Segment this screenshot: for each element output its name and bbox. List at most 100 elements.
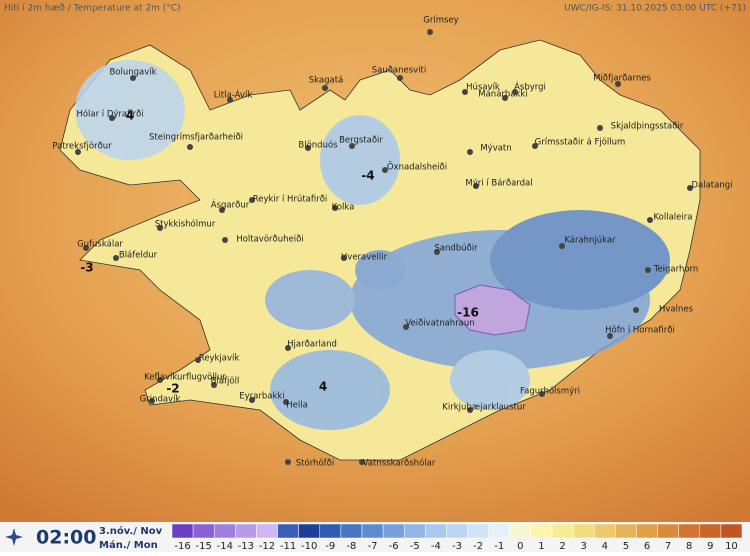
place-label: Hella bbox=[286, 401, 308, 411]
legend-swatch bbox=[446, 523, 468, 539]
legend-swatch bbox=[235, 523, 257, 539]
place-dot bbox=[615, 81, 621, 87]
legend-label: -2 bbox=[473, 541, 483, 552]
place-dot bbox=[227, 97, 233, 103]
place-label: Kolka bbox=[332, 203, 355, 213]
place-label: Blönduós bbox=[298, 140, 338, 151]
place-label: Holtavörðuheiði bbox=[236, 235, 303, 245]
legend-swatch bbox=[192, 523, 215, 539]
place-label: Húsavík bbox=[466, 83, 500, 93]
place-dot bbox=[149, 398, 155, 404]
place-dot bbox=[322, 85, 328, 91]
place-dot bbox=[157, 225, 163, 231]
place-dot bbox=[434, 249, 440, 255]
place-dot bbox=[532, 143, 538, 149]
legend-label: -3 bbox=[452, 541, 462, 552]
legend-swatch bbox=[530, 523, 553, 539]
place-dot bbox=[109, 115, 115, 121]
legend-swatch bbox=[699, 523, 722, 539]
place-label: Grímsey bbox=[423, 16, 458, 26]
place-label: Keflavíkurflugvöllur bbox=[144, 373, 226, 383]
place-label: Bolungavík bbox=[109, 68, 156, 78]
place-dot bbox=[403, 324, 409, 330]
place-label: Kollaleira bbox=[654, 213, 693, 223]
legend-swatch bbox=[509, 523, 532, 539]
place-dot bbox=[285, 459, 291, 465]
place-label: Stykkishólmur bbox=[155, 219, 216, 230]
place-dot bbox=[249, 397, 255, 403]
legend-swatch bbox=[551, 523, 574, 539]
legend-label: -11 bbox=[280, 541, 296, 552]
place-dot bbox=[539, 391, 545, 397]
legend-swatch bbox=[467, 523, 489, 539]
place-label: Skjaldþingsstaðir bbox=[611, 122, 684, 132]
place-dot bbox=[349, 143, 355, 149]
legend-label: -6 bbox=[389, 541, 399, 552]
place-label: Mýri í Bárðardal bbox=[465, 179, 532, 189]
legend-swatch bbox=[256, 523, 278, 539]
place-label: Mánárbakki bbox=[478, 90, 527, 100]
place-label: Höfn í Hornafirði bbox=[605, 326, 675, 336]
legend-label: -8 bbox=[346, 541, 356, 552]
place-label: Sauðanesviti bbox=[372, 66, 427, 76]
place-dot bbox=[597, 125, 603, 131]
footer-time: 02:00 bbox=[36, 527, 96, 549]
place-label: Hvalnes bbox=[659, 305, 694, 315]
header-run: UWC/IG-IS: 31.10.2025 03:00 UTC (+71) bbox=[564, 4, 746, 14]
legend-swatch bbox=[488, 523, 511, 539]
place-label: Hjarðarland bbox=[287, 340, 337, 350]
place-label: Dalatangi bbox=[691, 181, 732, 191]
place-dot bbox=[467, 149, 473, 155]
place-label: Gufuskálar bbox=[77, 240, 123, 250]
place-dot bbox=[283, 399, 289, 405]
place-dot bbox=[607, 333, 613, 339]
place-dot bbox=[645, 267, 651, 273]
place-dot bbox=[687, 185, 693, 191]
place-label: Litla-Ávík bbox=[214, 89, 253, 101]
legend-label: -1 bbox=[494, 541, 504, 552]
map-temperature-label: -4 bbox=[361, 169, 374, 183]
place-dot bbox=[647, 217, 653, 223]
legend-label: -15 bbox=[195, 541, 211, 552]
place-label: Ásgarður bbox=[211, 199, 250, 211]
place-dot bbox=[305, 145, 311, 151]
place-label: Bláfeldur bbox=[119, 251, 158, 261]
place-dot bbox=[75, 149, 81, 155]
place-dot bbox=[130, 75, 136, 81]
place-dot bbox=[187, 144, 193, 150]
place-label: Reykjavík bbox=[199, 354, 240, 364]
place-label: Öxnadalsheiði bbox=[387, 162, 447, 173]
legend-swatch bbox=[382, 523, 405, 539]
legend-label: 9 bbox=[707, 541, 713, 552]
place-label: Skagatá bbox=[309, 76, 344, 86]
footer-date: 3.nóv./ Nov bbox=[99, 525, 163, 537]
map-temperature-label: -3 bbox=[80, 261, 93, 275]
legend-swatch bbox=[615, 523, 637, 539]
legend-label: 10 bbox=[725, 541, 738, 552]
legend-swatch bbox=[657, 523, 679, 539]
legend-label: 5 bbox=[623, 541, 629, 552]
place-label: Veiðivatnahraun bbox=[405, 319, 474, 329]
place-dot bbox=[222, 237, 228, 243]
place-dot bbox=[219, 207, 225, 213]
place-dot bbox=[285, 345, 291, 351]
place-dot bbox=[341, 255, 347, 261]
place-dot bbox=[559, 243, 565, 249]
place-label: Grindavík bbox=[140, 395, 181, 405]
place-label: Sandbúðir bbox=[434, 244, 478, 254]
place-dot bbox=[211, 382, 217, 388]
place-dot bbox=[633, 307, 639, 313]
legend-label: -4 bbox=[431, 541, 441, 552]
place-dot bbox=[397, 75, 403, 81]
legend-swatch bbox=[403, 523, 426, 539]
place-label: Miðfjarðarnes bbox=[593, 74, 651, 84]
place-dot bbox=[359, 459, 365, 465]
place-dot bbox=[195, 357, 201, 363]
legend-swatch bbox=[277, 523, 299, 539]
map-temperature-label: -16 bbox=[457, 306, 479, 320]
place-label: Bláfjöll bbox=[211, 377, 240, 387]
app-icon bbox=[5, 528, 23, 546]
legend-swatch bbox=[298, 523, 321, 539]
legend-swatch bbox=[319, 523, 342, 539]
